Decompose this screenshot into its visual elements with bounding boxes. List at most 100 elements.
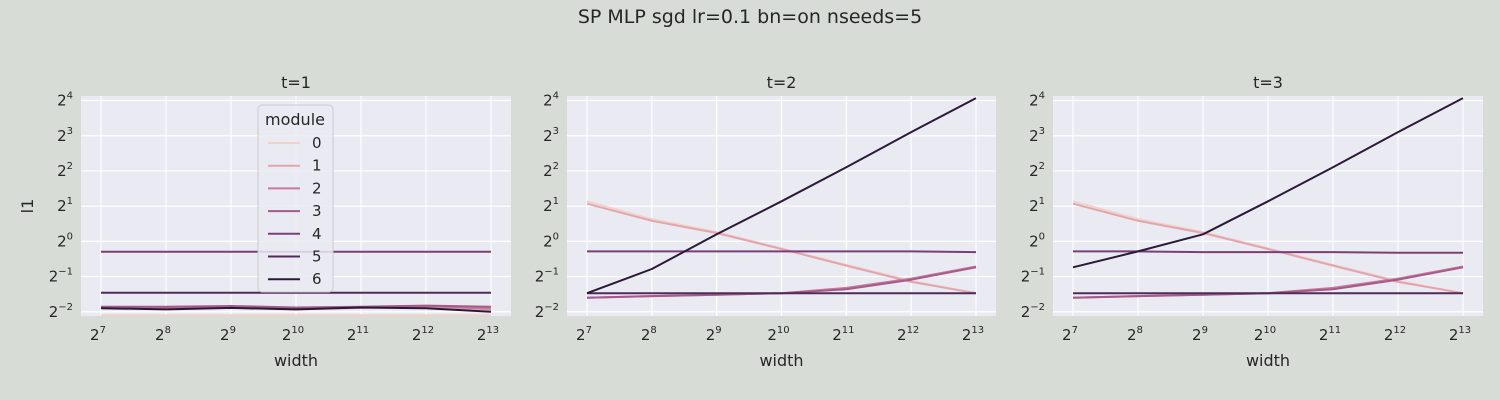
y-tick-base: 2 [1029, 197, 1039, 215]
y-tick-label: 2−1 [49, 267, 73, 286]
x-tick-exponent: 11 [842, 325, 855, 336]
x-tick-base: 2 [347, 326, 357, 344]
y-tick-exponent: −1 [1030, 267, 1045, 278]
x-tick-label: 212 [897, 325, 919, 344]
x-tick-exponent: 13 [486, 325, 499, 336]
y-tick-exponent: 3 [1039, 126, 1045, 137]
y-tick-exponent: 2 [553, 161, 559, 172]
series-line-1 [1072, 202, 1464, 295]
y-tick-label: 23 [543, 126, 559, 145]
x-tick-exponent: 12 [421, 325, 434, 336]
y-tick-exponent: 0 [67, 231, 73, 242]
x-tick-exponent: 8 [650, 325, 656, 336]
y-tick-base: 2 [1029, 92, 1039, 110]
subplot-title: t=2 [767, 73, 797, 92]
x-tick-exponent: 8 [1137, 325, 1143, 336]
x-tick-base: 2 [477, 326, 487, 344]
y-tick-base: 2 [1029, 232, 1039, 250]
legend-entry: 1 [268, 157, 322, 175]
y-tick-base: 2 [543, 92, 553, 110]
legend-frame [257, 104, 334, 293]
x-tick-base: 2 [1449, 326, 1459, 344]
series-line-1 [586, 202, 977, 295]
legend-title: module [265, 110, 325, 129]
x-axis-label: width [1246, 351, 1290, 370]
legend-entry: 2 [268, 179, 322, 197]
x-tick-base: 2 [1127, 326, 1137, 344]
series-line-6 [586, 97, 977, 295]
y-tick-exponent: 2 [67, 161, 73, 172]
series-line-6 [100, 306, 492, 313]
y-tick-exponent: −2 [1030, 302, 1045, 313]
x-tick-base: 2 [1254, 326, 1264, 344]
x-tick-label: 213 [477, 325, 499, 344]
y-tick-exponent: 3 [553, 126, 559, 137]
y-tick-exponent: 1 [1039, 196, 1045, 207]
legend-label: 4 [312, 225, 322, 243]
x-tick-exponent: 9 [1202, 325, 1208, 336]
y-tick-label: 22 [543, 161, 559, 180]
x-tick-exponent: 10 [291, 325, 304, 336]
x-tick-label: 28 [641, 325, 657, 344]
y-tick-label: 2−1 [535, 267, 559, 286]
series-line-6 [1072, 97, 1464, 269]
y-tick-label: 22 [57, 161, 73, 180]
subplot-3: 27 28 29 210 211 212 2132−22−12021222324t=3wid… [1021, 73, 1483, 370]
y-tick-label: 24 [1029, 91, 1045, 110]
x-tick-base: 2 [155, 326, 165, 344]
x-tick-label: 212 [1384, 325, 1406, 344]
y-tick-base: 2 [535, 303, 545, 321]
legend-entry: 0 [268, 134, 322, 152]
x-tick-base: 2 [641, 326, 651, 344]
y-tick-exponent: −2 [58, 302, 73, 313]
y-tick-base: 2 [543, 197, 553, 215]
x-tick-exponent: 9 [230, 325, 236, 336]
y-tick-label: 2−2 [1021, 302, 1045, 321]
x-tick-label: 213 [962, 325, 984, 344]
x-tick-base: 2 [412, 326, 422, 344]
y-tick-exponent: 1 [553, 196, 559, 207]
y-tick-base: 2 [1021, 268, 1031, 286]
subplot-2: 27 28 29 210 211 212 2132−22−12021222324t=2wid… [535, 73, 996, 370]
x-tick-label: 29 [706, 325, 722, 344]
x-tick-label: 27 [90, 325, 106, 344]
x-tick-label: 211 [347, 325, 369, 344]
x-tick-label: 27 [1062, 325, 1078, 344]
x-tick-exponent: 7 [586, 325, 592, 336]
x-tick-base: 2 [282, 326, 292, 344]
legend-entry: 5 [268, 248, 322, 266]
x-tick-label: 28 [1127, 325, 1143, 344]
y-tick-label: 20 [1029, 231, 1045, 250]
legend-entry: 3 [268, 202, 322, 220]
y-tick-base: 2 [543, 162, 553, 180]
y-tick-base: 2 [57, 197, 67, 215]
y-tick-exponent: −1 [58, 267, 73, 278]
y-tick-exponent: 1 [67, 196, 73, 207]
series-line-3 [101, 304, 492, 309]
y-tick-label: 22 [1029, 161, 1045, 180]
x-tick-label: 28 [155, 325, 171, 344]
legend-label: 5 [312, 248, 322, 266]
x-tick-base: 2 [1192, 326, 1202, 344]
panels: 27 28 29 210 211 212 2132−22−12021222324t=1wid… [18, 73, 1483, 370]
x-tick-exponent: 10 [777, 325, 790, 336]
x-tick-base: 2 [1319, 326, 1329, 344]
x-tick-base: 2 [897, 326, 907, 344]
x-axis-label: width [274, 351, 318, 370]
y-tick-base: 2 [1021, 303, 1031, 321]
x-tick-label: 211 [1319, 325, 1341, 344]
y-tick-base: 2 [535, 268, 545, 286]
y-tick-base: 2 [1029, 127, 1039, 145]
x-axis-label: width [759, 351, 803, 370]
y-tick-label: 20 [543, 231, 559, 250]
y-tick-exponent: 3 [67, 126, 73, 137]
y-tick-base: 2 [1029, 162, 1039, 180]
y-tick-base: 2 [57, 232, 67, 250]
x-tick-base: 2 [832, 326, 842, 344]
figure-title: SP MLP sgd lr=0.1 bn=on nseeds=5 [578, 6, 922, 28]
legend-label: 2 [312, 179, 322, 197]
x-tick-label: 27 [576, 325, 592, 344]
x-tick-label: 29 [220, 325, 236, 344]
x-tick-exponent: 8 [165, 325, 171, 336]
